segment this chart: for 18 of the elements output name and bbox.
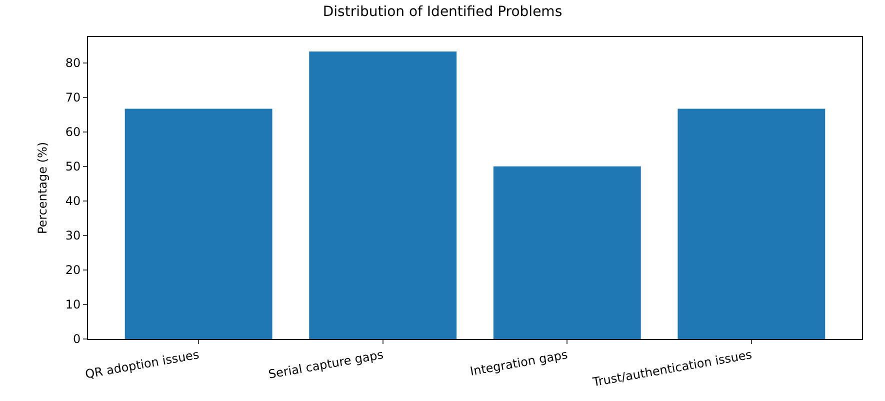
x-tick-label: Integration gaps: [468, 347, 569, 378]
bar: [309, 52, 457, 339]
bar: [493, 166, 641, 339]
y-tick-label: 80: [65, 56, 81, 70]
y-tick-label: 40: [65, 194, 81, 208]
chart-title: Distribution of Identified Problems: [322, 4, 562, 20]
y-tick-label: 50: [65, 160, 81, 174]
y-tick-label: 0: [72, 332, 81, 346]
bar: [124, 108, 272, 339]
x-tick-label: QR adoption issues: [84, 347, 200, 382]
y-axis-title: Percentage (%): [36, 142, 50, 234]
y-tick-label: 20: [65, 263, 81, 278]
y-tick-label: 60: [65, 125, 81, 140]
bar: [678, 108, 826, 339]
y-tick-label: 10: [65, 298, 81, 312]
y-tick-label: 30: [65, 228, 81, 243]
y-tick-label: 70: [65, 90, 81, 105]
x-tick-label: Serial capture gaps: [267, 347, 384, 382]
